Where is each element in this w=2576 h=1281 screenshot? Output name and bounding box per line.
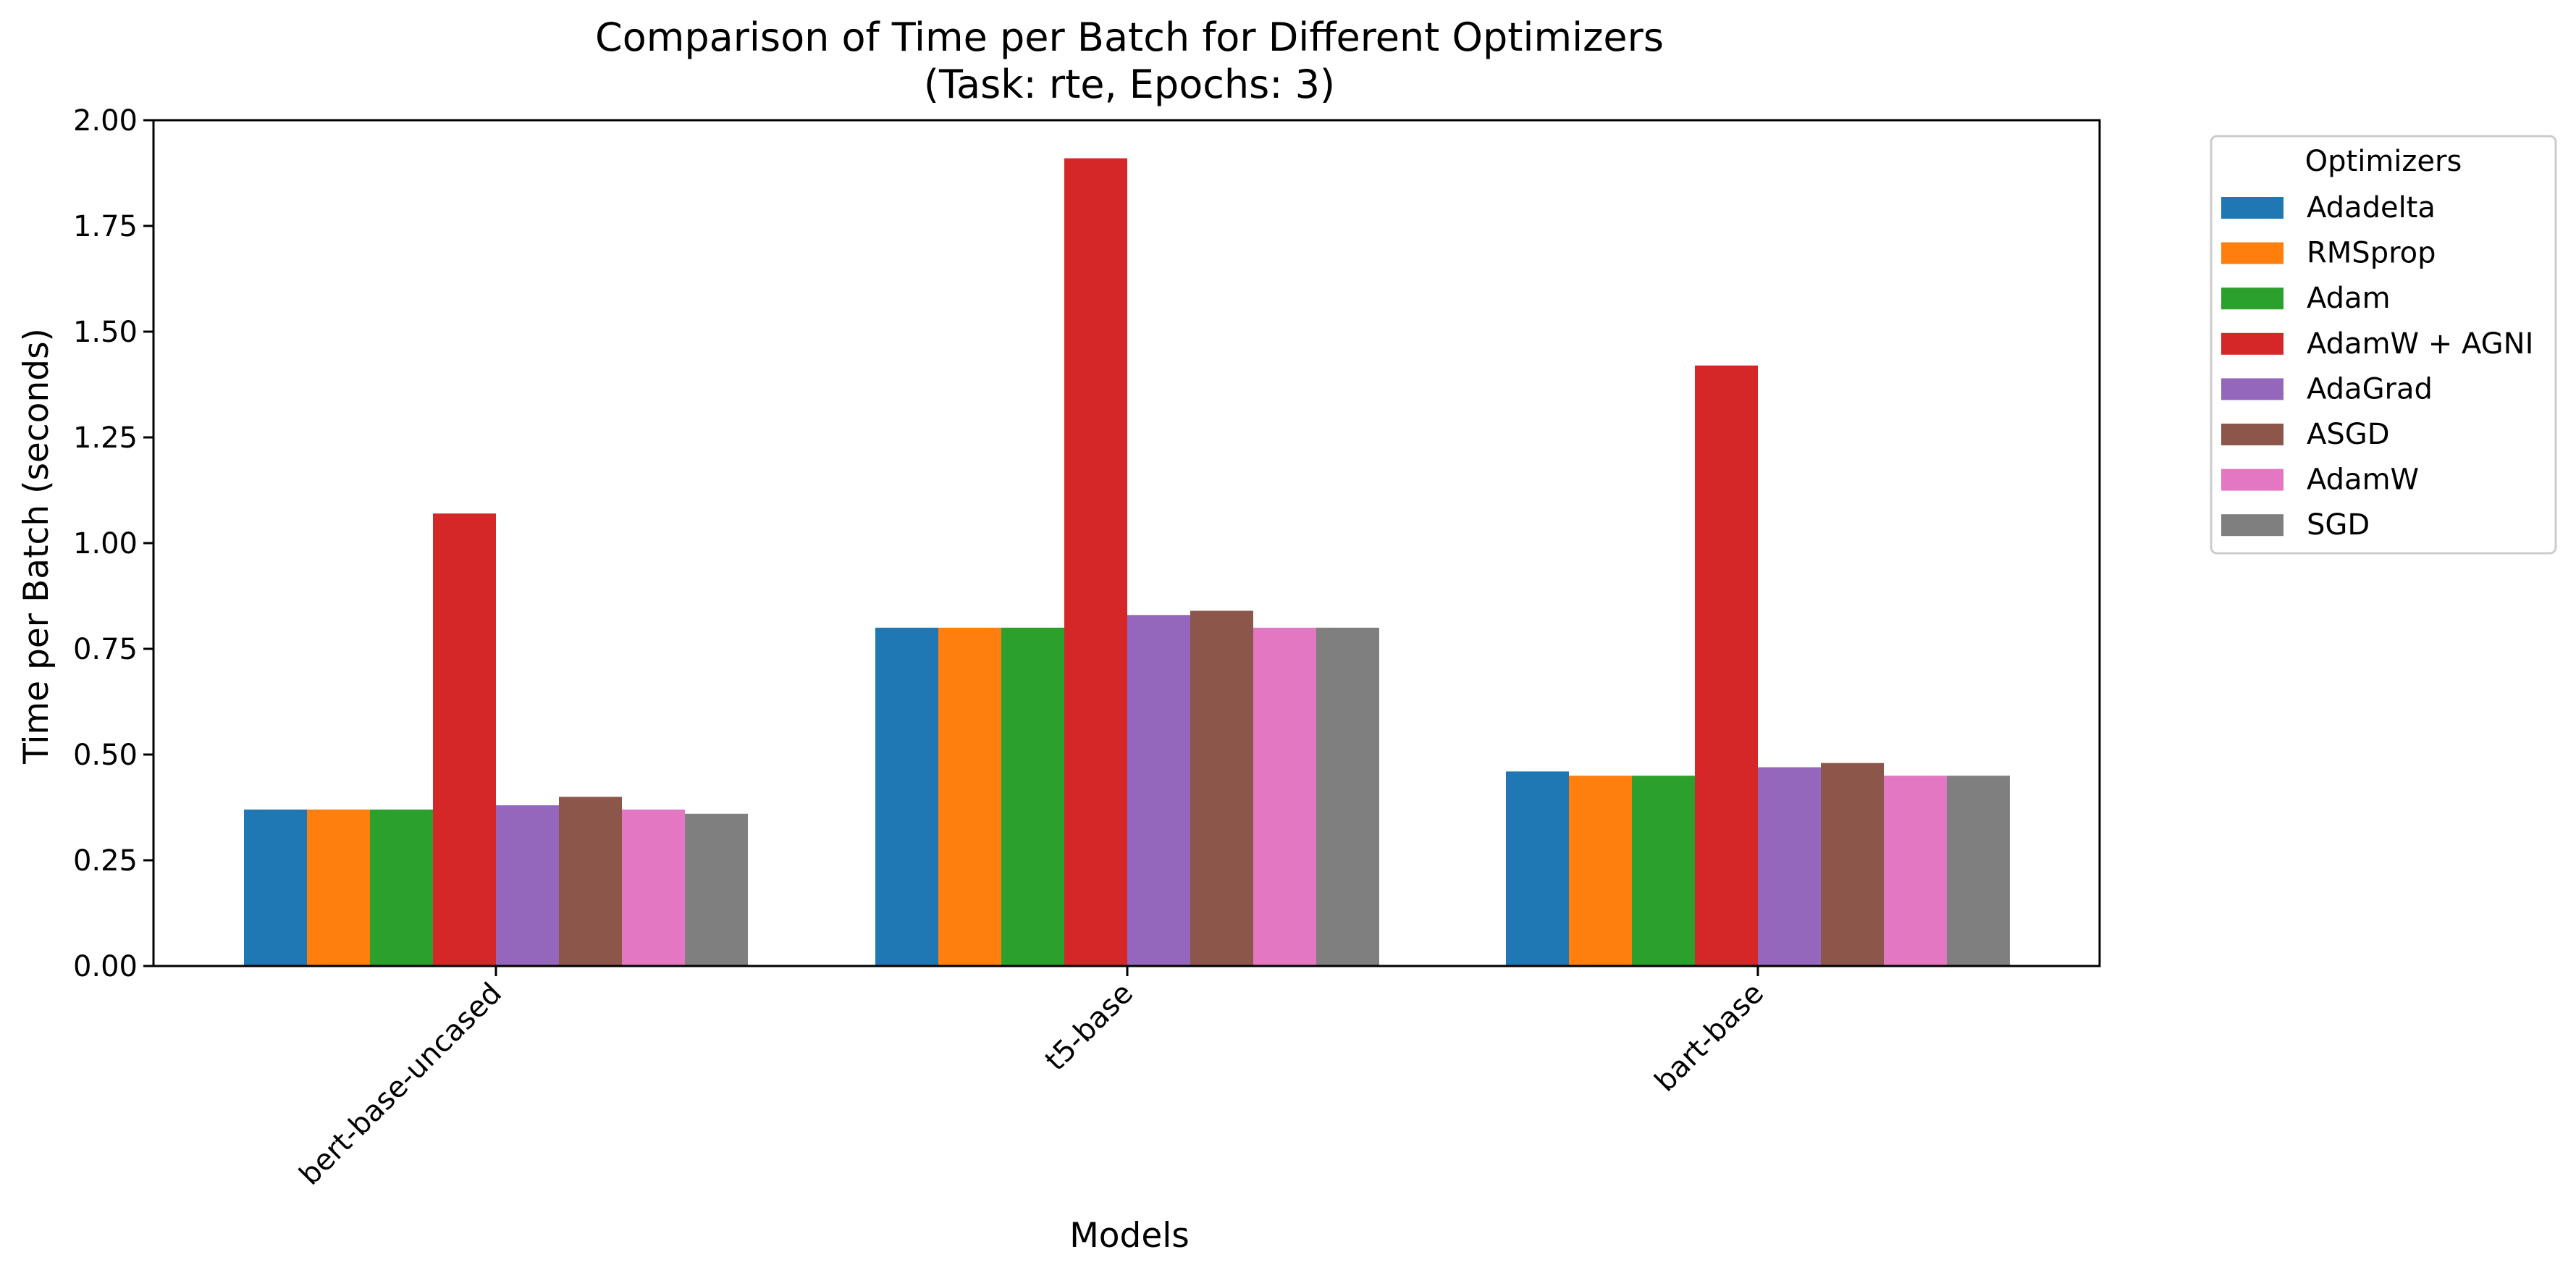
legend-swatch	[2221, 424, 2284, 445]
bar-adamw-agni-bert-base-uncased	[433, 513, 496, 966]
legend-label: Adadelta	[2307, 191, 2436, 224]
bar-rmsprop-t5-base	[938, 627, 1001, 966]
bar-rmsprop-bart-base	[1569, 776, 1632, 966]
y-tick-label: 0.50	[73, 739, 138, 772]
legend-label: AdaGrad	[2307, 372, 2433, 406]
bar-adadelta-bert-base-uncased	[244, 809, 307, 966]
bar-adamw-agni-bart-base	[1695, 365, 1758, 967]
bar-rmsprop-bert-base-uncased	[307, 809, 370, 966]
x-tick-label: t5-base	[1039, 977, 1140, 1078]
bar-asgd-t5-base	[1190, 610, 1253, 966]
legend-label: Adam	[2307, 282, 2391, 315]
chart-subtitle: (Task: rte, Epochs: 3)	[924, 62, 1335, 107]
y-tick-label: 1.25	[73, 421, 138, 455]
y-tick-label: 0.00	[73, 950, 138, 983]
legend-frame	[2210, 135, 2557, 555]
legend-label: AdamW	[2307, 463, 2419, 497]
x-tick-label: bart-base	[1649, 977, 1770, 1099]
legend: Optimizers Adadelta RMSprop Adam AdamW + AG…	[2210, 135, 2557, 555]
y-tick-label: 1.50	[73, 316, 138, 349]
bar-sgd-bert-base-uncased	[685, 813, 748, 966]
bar-adamw-agni-t5-base	[1064, 158, 1127, 966]
legend-swatch	[2221, 469, 2284, 491]
chart-title: Comparison of Time per Batch for Differe…	[595, 14, 1664, 60]
bar-sgd-t5-base	[1316, 627, 1379, 966]
bar-asgd-bart-base	[1821, 763, 1884, 966]
y-tick-label: 1.00	[73, 527, 138, 560]
plot-area: 0.00 0.25 0.50 0.75 1.00 1.25 1.50 1.75 2.00 bert…	[73, 104, 2101, 1192]
legend-swatch	[2221, 242, 2284, 264]
legend-label: AdamW + AGNI	[2307, 327, 2533, 361]
bar-adadelta-bart-base	[1506, 771, 1569, 966]
y-tick-label: 0.75	[73, 633, 138, 666]
y-tick-label: 2.00	[73, 104, 138, 138]
bar-adagrad-bert-base-uncased	[496, 805, 559, 966]
bar-adam-bart-base	[1632, 776, 1695, 966]
bar-adamw-t5-base	[1253, 627, 1316, 966]
legend-label: ASGD	[2307, 418, 2390, 451]
bar-adam-bert-base-uncased	[370, 809, 433, 966]
legend-swatch	[2221, 332, 2284, 355]
y-tick-label: 0.25	[73, 844, 138, 878]
bar-adamw-bart-base	[1884, 776, 1947, 966]
bar-adadelta-t5-base	[875, 627, 938, 966]
x-tick-label: bert-base-uncased	[293, 977, 508, 1192]
bar-sgd-bart-base	[1947, 776, 2010, 966]
x-axis-label: Models	[1069, 1216, 1190, 1256]
y-tick-label: 1.75	[73, 210, 138, 243]
legend-swatch	[2221, 197, 2284, 219]
bar-adamw-bert-base-uncased	[622, 809, 685, 966]
legend-label: SGD	[2307, 508, 2370, 542]
bar-adagrad-bart-base	[1758, 767, 1821, 966]
legend-swatch	[2221, 514, 2284, 537]
legend-swatch	[2221, 287, 2284, 310]
bar-adagrad-t5-base	[1127, 615, 1190, 966]
legend-swatch	[2221, 378, 2284, 400]
legend-label: RMSprop	[2307, 237, 2436, 270]
y-axis-label: Time per Batch (seconds)	[17, 328, 56, 765]
bar-asgd-bert-base-uncased	[559, 797, 622, 966]
bar-adam-t5-base	[1001, 627, 1064, 966]
legend-title: Optimizers	[2305, 145, 2462, 178]
